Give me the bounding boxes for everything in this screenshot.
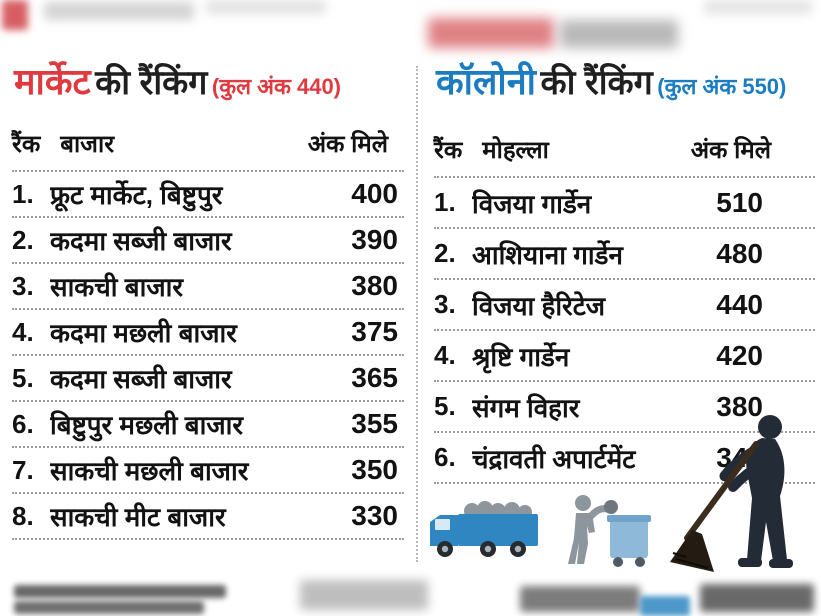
row-rank: 8. — [12, 500, 34, 531]
market-table-header: रैंक बाजार अंक मिले — [12, 123, 404, 172]
table-row: 8. साकची मीट बाजार 330 — [12, 494, 404, 540]
table-row: 5. कदमा सब्जी बाजार 365 — [12, 356, 404, 402]
row-points: 440 — [716, 288, 763, 320]
person-emptying-dustbin-icon — [568, 495, 651, 567]
blurred-newsprint-fragment — [14, 585, 226, 598]
row-rank: 4. — [12, 316, 34, 347]
row-rank: 3. — [12, 270, 34, 301]
table-row: 3. साकची बाजार 380 — [12, 264, 404, 310]
table-row: 3. विजया हैरिटेज 440 — [434, 280, 815, 331]
row-rank: 1. — [434, 187, 456, 217]
col-rank: रैंक — [434, 137, 463, 164]
row-name: साकची मछली बाजार — [50, 456, 249, 486]
row-points: 375 — [351, 316, 398, 347]
row-name: चंद्रावती अपार्टमेंट — [472, 443, 636, 474]
row-name: विजया हैरिटेज — [472, 290, 606, 321]
row-points: 510 — [716, 186, 763, 218]
market-title-word: मार्केट — [14, 61, 91, 102]
blurred-newsprint-fragment — [44, 2, 194, 20]
row-points: 390 — [351, 224, 398, 255]
blurred-newsprint-fragment — [428, 18, 554, 48]
colony-table-header: रैंक मोहल्ला अंक मिले — [434, 129, 815, 178]
market-title-total: (कुल अंक 440) — [211, 74, 342, 99]
row-rank: 5. — [12, 362, 34, 393]
row-rank: 2. — [434, 238, 456, 268]
table-row: 5. संगम विहार 380 — [434, 382, 815, 433]
row-points: 480 — [716, 237, 763, 269]
row-rank: 4. — [434, 340, 456, 370]
colony-ranking-panel: कॉलोनी की रैंकिंग (कुल अंक 550) रैंक मोह… — [434, 56, 815, 484]
row-rank: 6. — [434, 442, 456, 472]
row-points: 400 — [351, 178, 398, 209]
table-row: 4. श्रृष्टि गार्डेन 420 — [434, 331, 815, 382]
table-row: 1. फ्रूट मार्केट, बिष्टुपुर 400 — [12, 172, 404, 218]
table-row: 2. कदमा सब्जी बाजार 390 — [12, 218, 404, 264]
blurred-newsprint-fragment — [700, 584, 814, 612]
row-points: 380 — [716, 390, 763, 422]
table-row: 4. कदमा मछली बाजार 375 — [12, 310, 404, 356]
col-points: अंक मिले — [307, 131, 388, 158]
table-row: 7. साकची मछली बाजार 350 — [12, 448, 404, 494]
garbage-truck-icon — [430, 501, 538, 557]
row-name: साकची बाजार — [50, 272, 183, 302]
row-name: बिष्टुपुर मछली बाजार — [50, 410, 243, 440]
blurred-newsprint-fragment — [640, 596, 690, 616]
blurred-newsprint-fragment — [14, 601, 204, 614]
sweeper-with-broom-icon — [670, 415, 793, 572]
row-points: 365 — [351, 362, 398, 393]
row-name: कदमा सब्जी बाजार — [50, 226, 232, 256]
colony-title: कॉलोनी की रैंकिंग (कुल अंक 550) — [436, 56, 815, 105]
colony-title-rest: की रैंकिंग — [540, 64, 653, 102]
column-divider — [416, 66, 418, 562]
table-row: 6. बिष्टुपुर मछली बाजार 355 — [12, 402, 404, 448]
row-name: विजया गार्डेन — [472, 188, 592, 219]
row-name: आशियाना गार्डेन — [472, 239, 623, 270]
col-points: अंक मिले — [690, 137, 771, 164]
row-rank: 3. — [434, 289, 456, 319]
row-name: कदमा मछली बाजार — [50, 318, 237, 348]
row-points: 380 — [351, 270, 398, 301]
row-name: संगम विहार — [472, 392, 580, 423]
row-rank: 6. — [12, 408, 34, 439]
market-ranking-panel: मार्केट की रैंकिंग (कुल अंक 440) रैंक बा… — [12, 56, 404, 540]
row-points: 330 — [351, 500, 398, 531]
col-rank: रैंक — [12, 131, 41, 158]
market-title-rest: की रैंकिंग — [95, 64, 208, 102]
table-row: 1. विजया गार्डेन 510 — [434, 178, 815, 229]
row-name: श्रृष्टि गार्डेन — [472, 341, 570, 372]
row-points: 420 — [716, 339, 763, 371]
row-rank: 2. — [12, 224, 34, 255]
blurred-newsprint-fragment — [560, 20, 678, 48]
colony-title-total: (कुल अंक 550) — [657, 74, 787, 99]
row-name: साकची मीट बाजार — [50, 502, 226, 532]
blurred-newsprint-fragment — [704, 0, 812, 14]
col-name: बाजार — [60, 131, 115, 158]
row-points: 350 — [351, 454, 398, 485]
blurred-newsprint-fragment — [300, 580, 428, 610]
row-points: 355 — [351, 408, 398, 439]
blurred-newsprint-fragment — [206, 0, 326, 14]
market-title: मार्केट की रैंकिंग (कुल अंक 440) — [14, 56, 404, 105]
blurred-newsprint-fragment — [2, 0, 28, 30]
row-rank: 7. — [12, 454, 34, 485]
row-name: कदमा सब्जी बाजार — [50, 364, 232, 394]
row-rank: 5. — [434, 391, 456, 421]
table-row: 2. आशियाना गार्डेन 480 — [434, 229, 815, 280]
row-rank: 1. — [12, 178, 34, 209]
blurred-newsprint-fragment — [520, 586, 640, 612]
col-name: मोहल्ला — [482, 137, 549, 164]
row-name: फ्रूट मार्केट, बिष्टुपुर — [50, 180, 223, 210]
colony-title-word: कॉलोनी — [436, 61, 537, 102]
